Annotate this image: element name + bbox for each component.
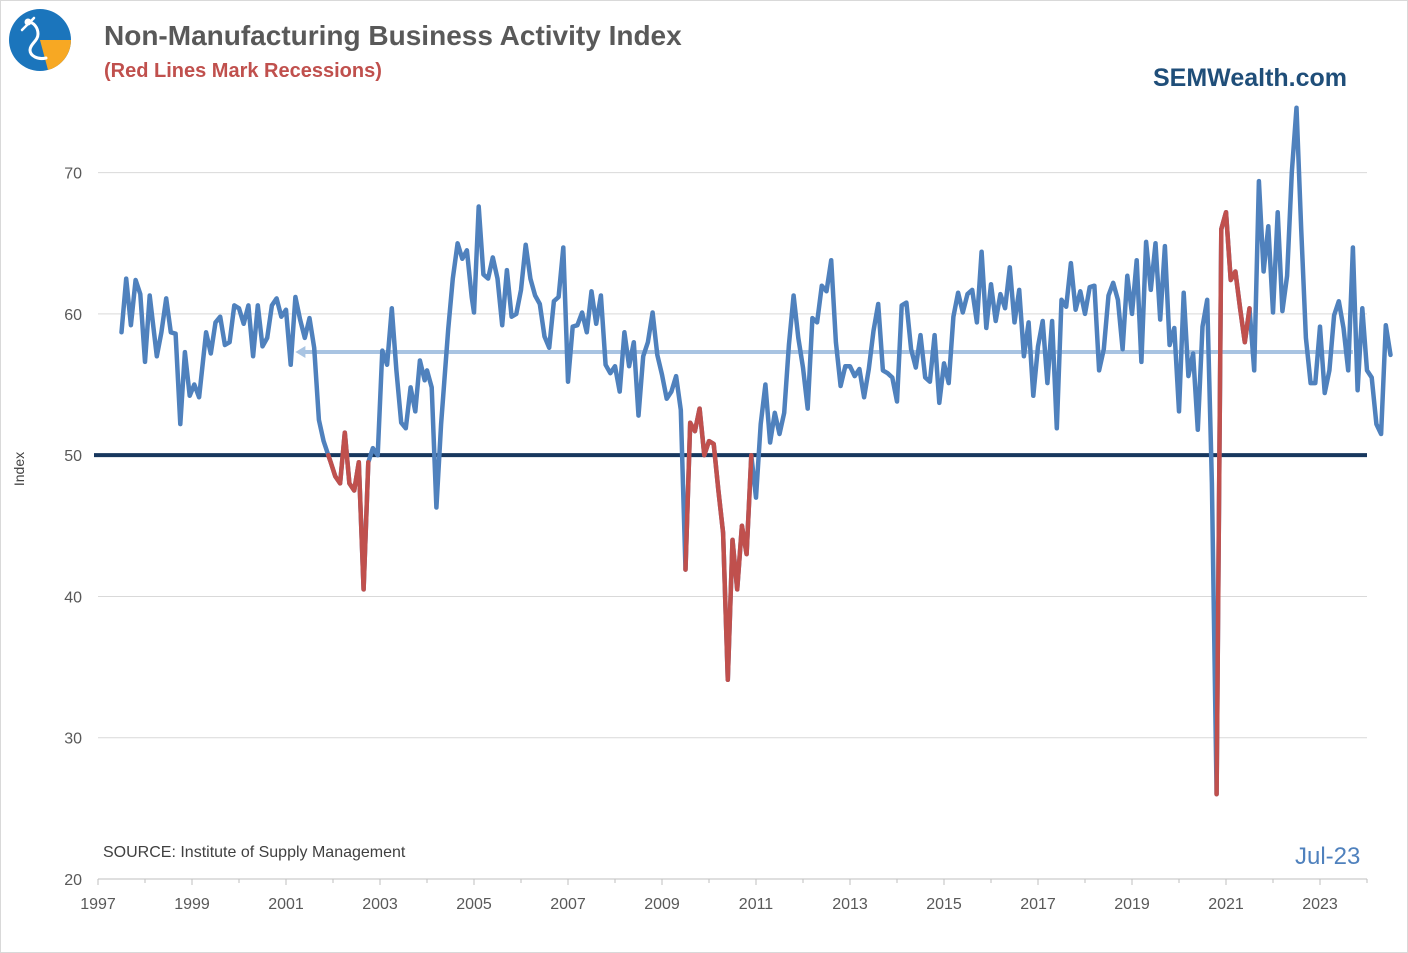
y-tick-label: 50: [64, 448, 82, 465]
y-tick-label: 70: [64, 166, 82, 183]
x-tick-label: 2023: [1302, 896, 1338, 913]
x-tick-label: 2011: [739, 896, 774, 913]
recession-segment: [1214, 209, 1252, 797]
x-tick-label: 2017: [1020, 896, 1056, 913]
index-line: [119, 105, 1393, 797]
x-tick-label: 1999: [174, 896, 210, 913]
x-tick-label: 1997: [80, 896, 116, 913]
x-tick-label: 2019: [1114, 896, 1150, 913]
x-tick-label: 2021: [1208, 896, 1244, 913]
x-tick-label: 2009: [644, 896, 680, 913]
x-tick-label: 2003: [362, 896, 398, 913]
recession-segment: [326, 430, 371, 592]
brand-label: SEMWealth.com: [1153, 64, 1348, 92]
x-tick-label: 2007: [550, 896, 586, 913]
x-tick-label: 2013: [832, 896, 868, 913]
date-label: Jul-23: [1295, 843, 1361, 870]
series-layer: [119, 105, 1393, 797]
recession-segment: [683, 406, 754, 683]
y-tick-label: 30: [64, 731, 82, 748]
x-tick-label: 2015: [926, 896, 962, 913]
y-tick-label: 20: [64, 872, 82, 889]
semwealth-logo-icon: [9, 9, 72, 71]
source-note: SOURCE: Institute of Supply Management: [103, 844, 406, 861]
y-tick-label: 60: [64, 307, 82, 324]
x-tick-label: 2005: [456, 896, 492, 913]
chart-title: Non-Manufacturing Business Activity Inde…: [104, 20, 682, 51]
chart-subtitle: (Red Lines Mark Recessions): [104, 60, 382, 82]
axes: 20 30 40 50 60 70 1997 1999 2001 2003 2005 2007 2009…: [64, 166, 1368, 913]
x-tick-label: 2001: [268, 896, 304, 913]
average-arrow: [295, 346, 306, 359]
y-tick-label: 40: [64, 589, 82, 606]
